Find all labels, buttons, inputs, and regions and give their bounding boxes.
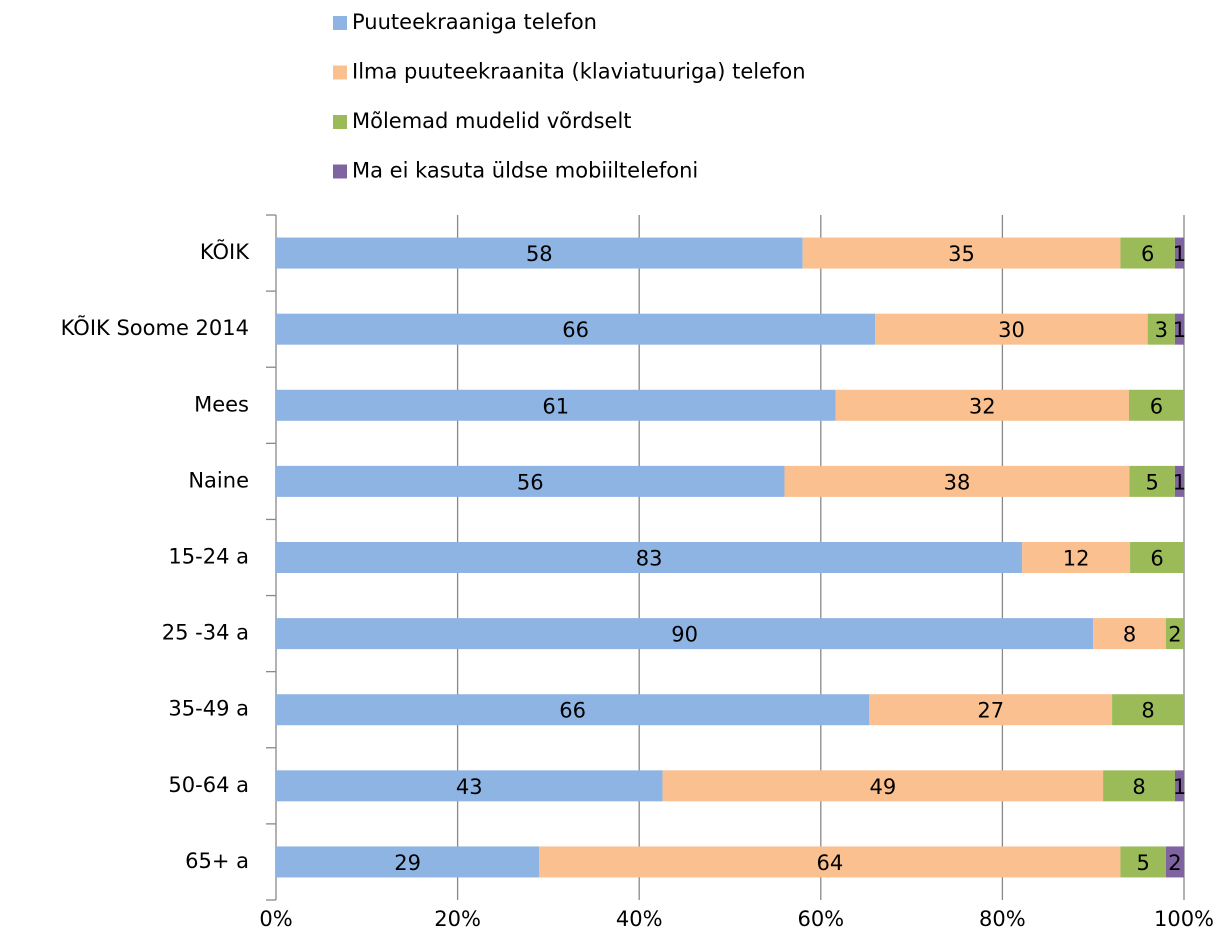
bar-segment: [1120, 846, 1166, 878]
data-label: 8: [1123, 623, 1136, 647]
x-tick-label: 100%: [1154, 907, 1214, 931]
data-label: 29: [394, 851, 421, 875]
x-tick-label: 20%: [434, 907, 481, 931]
bar-segment: [1165, 846, 1184, 878]
legend-label: Mõlemad mudelid võrdselt: [352, 109, 632, 133]
bar-segment: [1022, 542, 1131, 573]
bar-segment: [276, 389, 836, 421]
data-label: 64: [817, 851, 844, 875]
bar-segment: [875, 313, 1148, 345]
data-label: 83: [636, 547, 663, 571]
bar-segment: [276, 542, 1023, 573]
data-label: 2: [1168, 851, 1181, 875]
bar-segment: [1120, 237, 1175, 269]
y-tick-label: KÕIK Soome 2014: [61, 314, 249, 340]
data-label: 2: [1168, 623, 1181, 647]
data-label: 43: [456, 775, 483, 799]
bar-segment: [1130, 542, 1184, 573]
bar-segment: [1147, 313, 1175, 345]
data-label: 8: [1141, 699, 1154, 723]
legend-swatch: [333, 65, 347, 80]
y-tick-label: 35-49 a: [168, 697, 249, 721]
bar-segment: [1174, 313, 1184, 345]
data-label: 3: [1155, 318, 1168, 342]
bar-segment: [276, 313, 876, 345]
data-label: 35: [948, 242, 975, 266]
data-label: 1: [1173, 318, 1186, 342]
bar-segment: [784, 465, 1130, 497]
bar-segment: [835, 389, 1129, 421]
bar-segment: [1174, 237, 1184, 269]
bar-segment: [276, 618, 1094, 650]
bar-segment: [869, 694, 1113, 726]
y-tick-label: 25 -34 a: [162, 621, 249, 645]
y-tick-label: KÕIK: [200, 238, 250, 264]
data-label: 58: [526, 242, 553, 266]
data-label: 90: [671, 623, 698, 647]
bar-segment: [539, 846, 1121, 878]
data-label: 5: [1136, 851, 1149, 875]
y-tick-label: 65+ a: [185, 849, 249, 873]
bar-segment: [276, 694, 870, 726]
data-label: 32: [969, 394, 996, 418]
data-label: 61: [542, 394, 569, 418]
bar-segment: [1165, 618, 1184, 650]
data-label: 8: [1132, 775, 1145, 799]
legend-label: Puuteekraaniga telefon: [352, 10, 597, 34]
legend-swatch: [333, 115, 347, 129]
data-label: 49: [869, 775, 896, 799]
data-label: 12: [1063, 547, 1090, 571]
bar-segment: [1103, 770, 1176, 802]
bar-segment: [1093, 618, 1166, 650]
bar-segment: [1174, 465, 1184, 497]
bar-segment: [276, 465, 785, 497]
bar-segment: [276, 846, 540, 878]
data-label: 1: [1173, 470, 1186, 494]
y-tick-label: 15-24 a: [168, 545, 249, 569]
bar-segment: [276, 770, 663, 802]
bar-segment: [1112, 694, 1184, 726]
bar-segment: [276, 237, 803, 269]
bar-segment: [1128, 389, 1184, 421]
legend-swatch: [333, 164, 347, 179]
data-label: 27: [977, 699, 1004, 723]
data-label: 66: [559, 699, 586, 723]
bar-segment: [662, 770, 1104, 802]
x-tick-label: 80%: [979, 907, 1026, 931]
x-tick-label: 40%: [616, 907, 663, 931]
y-tick-label: Naine: [188, 468, 249, 492]
data-label: 30: [998, 318, 1025, 342]
data-label: 1: [1173, 775, 1186, 799]
x-tick-label: 60%: [797, 907, 844, 931]
bar-segment: [802, 237, 1121, 269]
legend-label: Ma ei kasuta üldse mobiiltelefoni: [352, 159, 698, 183]
data-label: 5: [1146, 470, 1159, 494]
bar-segment: [1129, 465, 1175, 497]
data-label: 1: [1173, 242, 1186, 266]
data-label: 66: [562, 318, 589, 342]
legend-swatch: [333, 16, 347, 30]
x-tick-label: 0%: [259, 907, 292, 931]
data-label: 6: [1141, 242, 1154, 266]
y-tick-label: 50-64 a: [168, 773, 249, 797]
legend-label: Ilma puuteekraanita (klaviatuuriga) tele…: [352, 60, 806, 84]
data-label: 38: [944, 470, 971, 494]
bar-segment: [1175, 770, 1184, 802]
data-label: 6: [1150, 547, 1163, 571]
data-label: 6: [1150, 394, 1163, 418]
data-label: 56: [517, 470, 544, 494]
y-tick-label: Mees: [194, 392, 249, 416]
